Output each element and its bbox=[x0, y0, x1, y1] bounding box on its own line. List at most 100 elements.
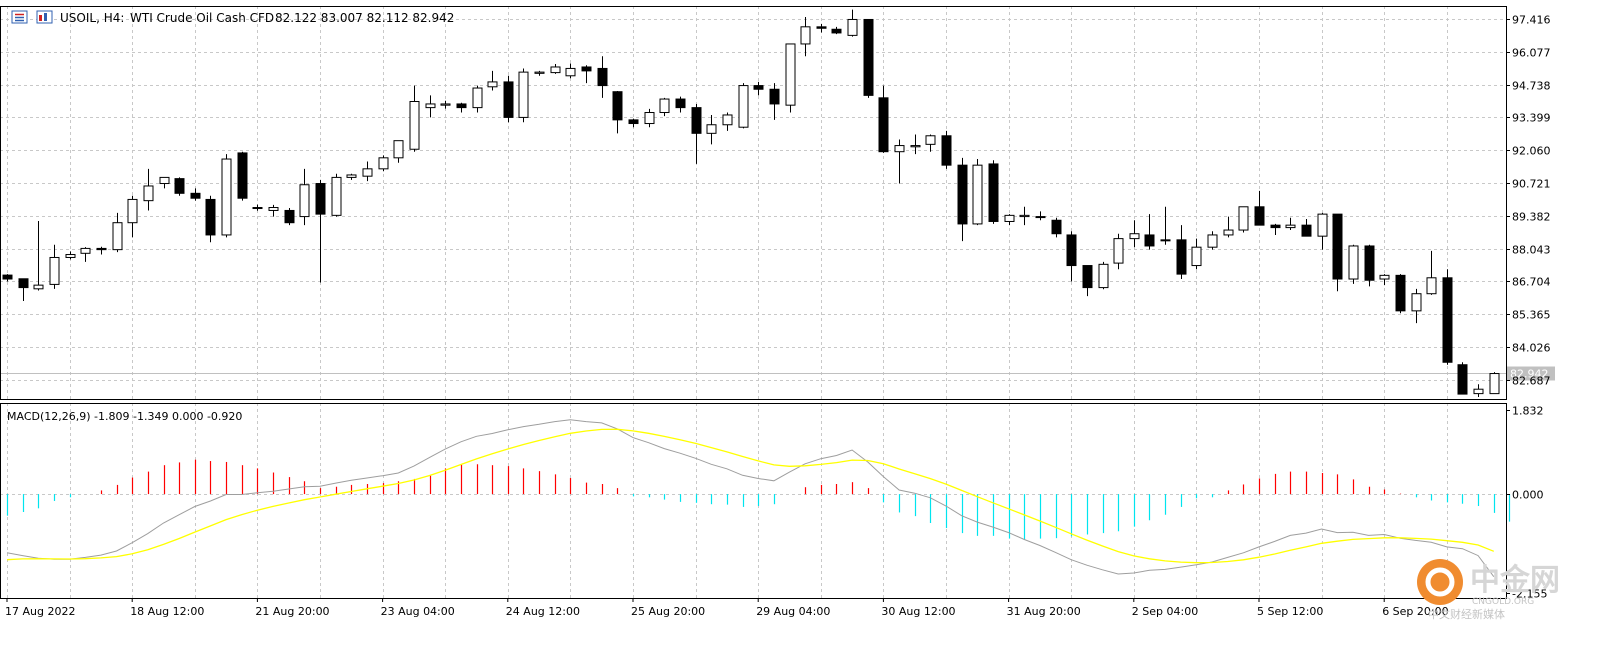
candle[interactable] bbox=[205, 195, 216, 243]
macd-pane[interactable] bbox=[6, 419, 1511, 577]
candle[interactable] bbox=[1317, 212, 1328, 250]
candle[interactable] bbox=[112, 212, 123, 253]
candle[interactable] bbox=[565, 63, 576, 79]
candle[interactable] bbox=[847, 9, 858, 37]
candle[interactable] bbox=[910, 134, 921, 155]
candle[interactable] bbox=[1082, 265, 1093, 297]
candle[interactable] bbox=[628, 118, 639, 128]
candle[interactable] bbox=[1004, 214, 1015, 226]
candle[interactable] bbox=[1395, 274, 1406, 314]
candle[interactable] bbox=[1066, 231, 1077, 282]
candle[interactable] bbox=[894, 139, 905, 184]
candle[interactable] bbox=[785, 43, 796, 113]
candle[interactable] bbox=[1254, 190, 1265, 226]
candle[interactable] bbox=[268, 204, 279, 217]
candle[interactable] bbox=[644, 108, 655, 128]
chart-list-icon[interactable] bbox=[11, 10, 28, 24]
candle[interactable] bbox=[800, 17, 811, 57]
candle[interactable] bbox=[503, 75, 514, 123]
candle[interactable] bbox=[550, 64, 561, 74]
candle[interactable] bbox=[18, 278, 29, 302]
candle[interactable] bbox=[472, 85, 483, 113]
candle[interactable] bbox=[252, 204, 263, 211]
candle[interactable] bbox=[1223, 216, 1234, 238]
candle[interactable] bbox=[597, 56, 608, 98]
candle[interactable] bbox=[831, 26, 842, 35]
candle[interactable] bbox=[65, 251, 76, 260]
candle[interactable] bbox=[1207, 231, 1218, 250]
candle[interactable] bbox=[518, 68, 529, 123]
candle[interactable] bbox=[1364, 244, 1375, 287]
candle[interactable] bbox=[378, 155, 389, 172]
candle[interactable] bbox=[284, 208, 295, 226]
candle[interactable] bbox=[190, 188, 201, 201]
candle[interactable] bbox=[346, 173, 357, 180]
candle[interactable] bbox=[1113, 233, 1124, 270]
candle[interactable] bbox=[33, 220, 44, 291]
candle[interactable] bbox=[362, 161, 373, 182]
candle[interactable] bbox=[1160, 206, 1171, 245]
candle[interactable] bbox=[534, 70, 545, 76]
candle[interactable] bbox=[1473, 384, 1484, 398]
candle[interactable] bbox=[127, 195, 138, 238]
candle[interactable] bbox=[816, 23, 827, 33]
candle[interactable] bbox=[1144, 214, 1155, 250]
candle[interactable] bbox=[1348, 244, 1359, 284]
candle[interactable] bbox=[159, 176, 170, 189]
candle[interactable] bbox=[1098, 261, 1109, 290]
candle[interactable] bbox=[941, 130, 952, 169]
candle[interactable] bbox=[456, 102, 467, 113]
candle[interactable] bbox=[957, 157, 968, 242]
candle[interactable] bbox=[1129, 220, 1140, 248]
candle[interactable] bbox=[659, 97, 670, 117]
candle[interactable] bbox=[1332, 213, 1343, 292]
candle[interactable] bbox=[440, 100, 451, 109]
candle[interactable] bbox=[1301, 219, 1312, 237]
candle[interactable] bbox=[1411, 288, 1422, 324]
candle[interactable] bbox=[393, 140, 404, 163]
chart-window-icon[interactable] bbox=[36, 10, 53, 24]
candle[interactable] bbox=[1191, 238, 1202, 270]
candle[interactable] bbox=[691, 103, 702, 164]
candle[interactable] bbox=[1285, 217, 1296, 231]
candle[interactable] bbox=[331, 173, 342, 217]
candle[interactable] bbox=[299, 168, 310, 226]
candle[interactable] bbox=[1426, 250, 1437, 295]
candle[interactable] bbox=[1457, 362, 1468, 395]
candle[interactable] bbox=[612, 90, 623, 134]
candle[interactable] bbox=[706, 114, 717, 145]
candle[interactable] bbox=[769, 83, 780, 120]
candle[interactable] bbox=[972, 159, 983, 226]
candle[interactable] bbox=[1379, 274, 1390, 286]
candle[interactable] bbox=[1238, 206, 1249, 233]
candle[interactable] bbox=[409, 85, 420, 152]
candle[interactable] bbox=[1270, 223, 1281, 235]
candle[interactable] bbox=[1489, 372, 1500, 395]
candle[interactable] bbox=[1035, 211, 1046, 221]
candle[interactable] bbox=[80, 247, 91, 262]
candle[interactable] bbox=[221, 154, 232, 238]
candle[interactable] bbox=[1051, 217, 1062, 238]
candle[interactable] bbox=[174, 177, 185, 196]
candle[interactable] bbox=[722, 112, 733, 131]
candle[interactable] bbox=[49, 244, 60, 289]
candle[interactable] bbox=[1019, 206, 1030, 226]
candle[interactable] bbox=[1442, 269, 1453, 365]
candle[interactable] bbox=[237, 151, 248, 201]
candle[interactable] bbox=[988, 160, 999, 224]
candle[interactable] bbox=[425, 95, 436, 118]
candle[interactable] bbox=[878, 85, 889, 153]
candle[interactable] bbox=[753, 81, 764, 96]
candle[interactable] bbox=[738, 83, 749, 129]
price-pane[interactable]: 82.942 bbox=[0, 9, 1555, 398]
candle[interactable] bbox=[315, 179, 326, 283]
candle[interactable] bbox=[96, 246, 107, 255]
candle[interactable] bbox=[143, 168, 154, 211]
candle[interactable] bbox=[2, 274, 13, 282]
candle[interactable] bbox=[675, 96, 686, 113]
candle[interactable] bbox=[925, 134, 936, 152]
candle[interactable] bbox=[581, 65, 592, 84]
candle[interactable] bbox=[1176, 225, 1187, 280]
